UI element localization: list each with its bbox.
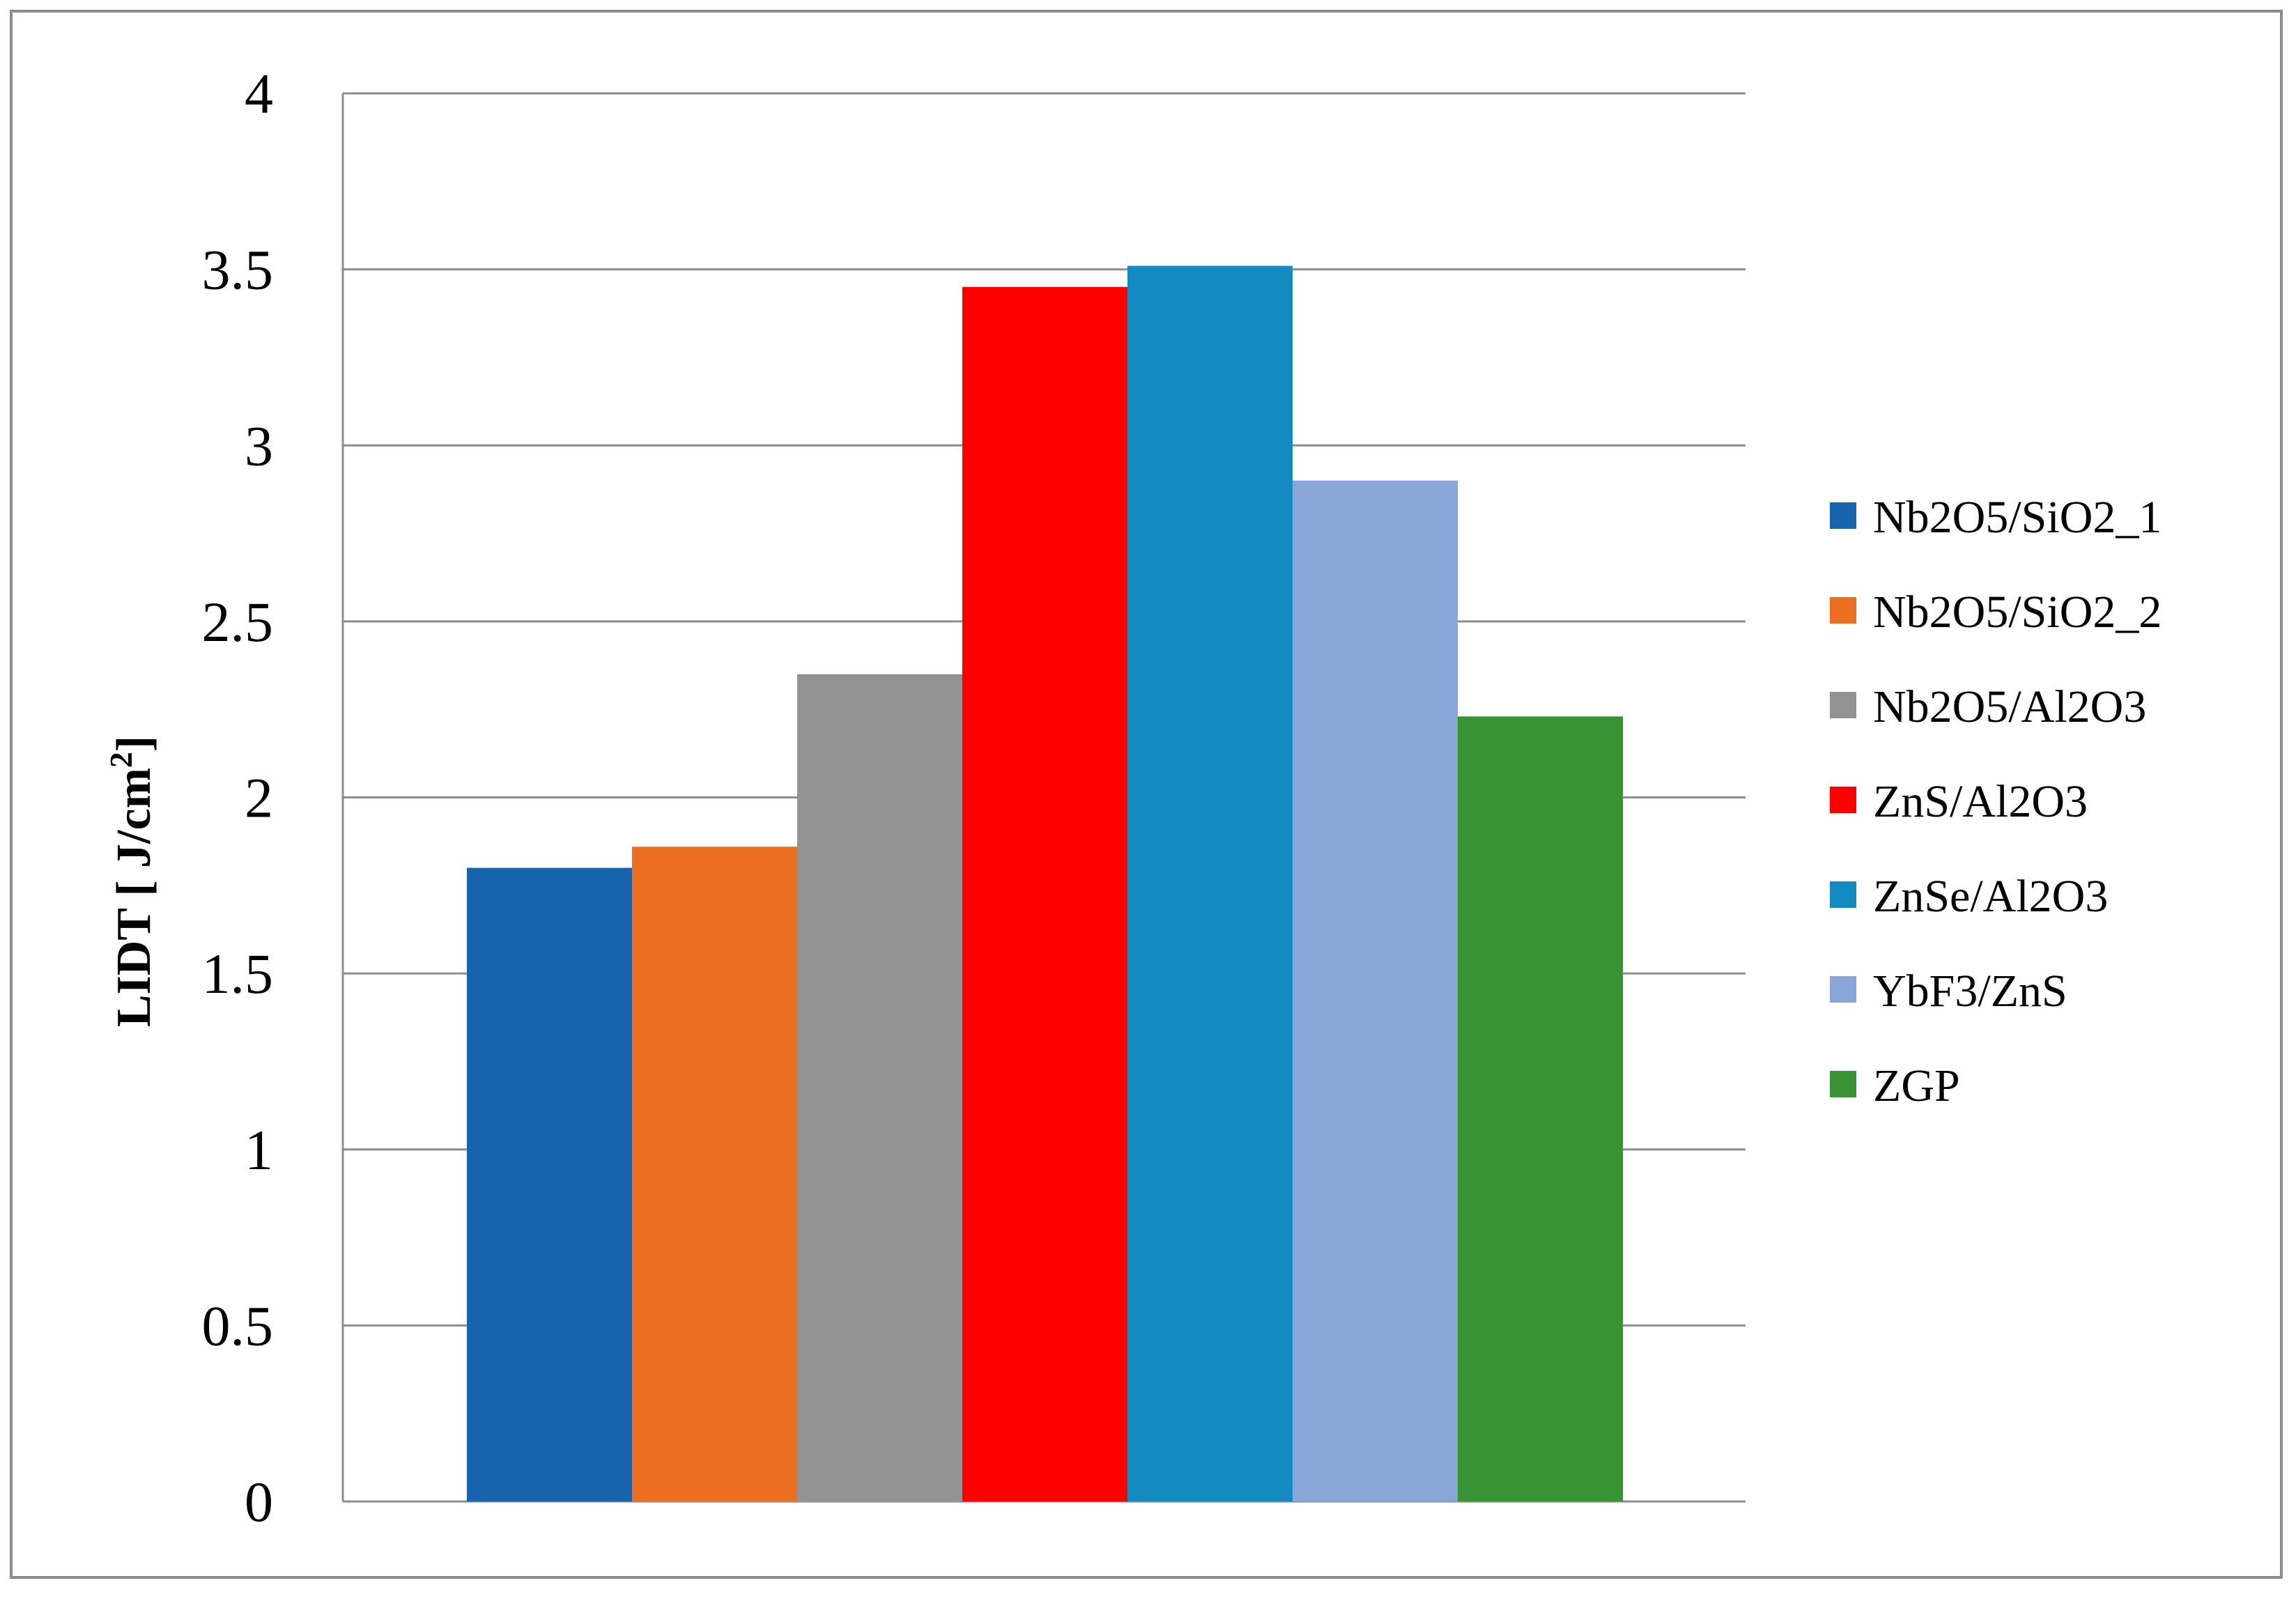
legend-label: YbF3/ZnS bbox=[1873, 966, 2067, 1017]
y-tick-label: 1.5 bbox=[202, 942, 274, 1005]
legend-swatch bbox=[1830, 787, 1856, 813]
legend-swatch bbox=[1830, 1071, 1856, 1097]
legend-item: Nb2O5/SiO2_2 bbox=[1830, 587, 2162, 638]
y-tick-label: 3 bbox=[245, 414, 273, 477]
y-tick-label: 0 bbox=[245, 1470, 273, 1534]
y-tick-label: 1 bbox=[245, 1118, 273, 1182]
bar-nb2o5-sio2-1 bbox=[467, 867, 632, 1501]
y-tick-label: 0.5 bbox=[202, 1294, 274, 1357]
y-axis-title-text: LIDT [ J/cm bbox=[107, 768, 161, 1027]
legend-swatch bbox=[1830, 502, 1856, 529]
legend-item: ZGP bbox=[1830, 1060, 1960, 1111]
legend-item: YbF3/ZnS bbox=[1830, 966, 2067, 1017]
legend-label: Nb2O5/Al2O3 bbox=[1873, 681, 2146, 732]
legend-item: Nb2O5/Al2O3 bbox=[1830, 681, 2146, 732]
legend: Nb2O5/SiO2_1 Nb2O5/SiO2_2 Nb2O5/Al2O3 ZnS/A… bbox=[1830, 492, 2162, 1111]
bar-nb2o5-al2o3 bbox=[797, 674, 962, 1501]
y-tick-label: 2.5 bbox=[202, 590, 274, 654]
y-axis-title-superscript: 2 bbox=[103, 752, 139, 768]
legend-item: Nb2O5/SiO2_1 bbox=[1830, 492, 2162, 543]
bars bbox=[467, 265, 1623, 1502]
bar-ybf3-zns bbox=[1293, 480, 1458, 1501]
legend-label: Nb2O5/SiO2_2 bbox=[1873, 587, 2162, 638]
legend-swatch bbox=[1830, 976, 1856, 1003]
bar-zns-al2o3 bbox=[962, 286, 1127, 1502]
legend-item: ZnSe/Al2O3 bbox=[1830, 871, 2108, 922]
y-axis-title-suffix: ] bbox=[107, 736, 161, 752]
legend-label: ZnS/Al2O3 bbox=[1873, 776, 2088, 827]
y-tick-labels: 0 0.5 1 1.5 2 2.5 3 3.5 4 bbox=[202, 62, 274, 1534]
legend-swatch bbox=[1830, 881, 1856, 908]
bar-znse-al2o3 bbox=[1127, 265, 1293, 1501]
y-tick-label: 3.5 bbox=[202, 238, 274, 302]
y-tick-label: 4 bbox=[245, 62, 273, 125]
bar-zgp bbox=[1458, 716, 1623, 1501]
legend-swatch bbox=[1830, 597, 1856, 624]
y-axis-title: LIDT [ J/cm2] bbox=[103, 736, 161, 1027]
bar-nb2o5-sio2-2 bbox=[632, 847, 797, 1501]
legend-item: ZnS/Al2O3 bbox=[1830, 776, 2088, 827]
legend-label: Nb2O5/SiO2_1 bbox=[1873, 492, 2162, 543]
y-tick-label: 2 bbox=[245, 766, 273, 830]
legend-label: ZnSe/Al2O3 bbox=[1873, 871, 2108, 922]
legend-label: ZGP bbox=[1873, 1060, 1960, 1111]
legend-swatch bbox=[1830, 692, 1856, 718]
